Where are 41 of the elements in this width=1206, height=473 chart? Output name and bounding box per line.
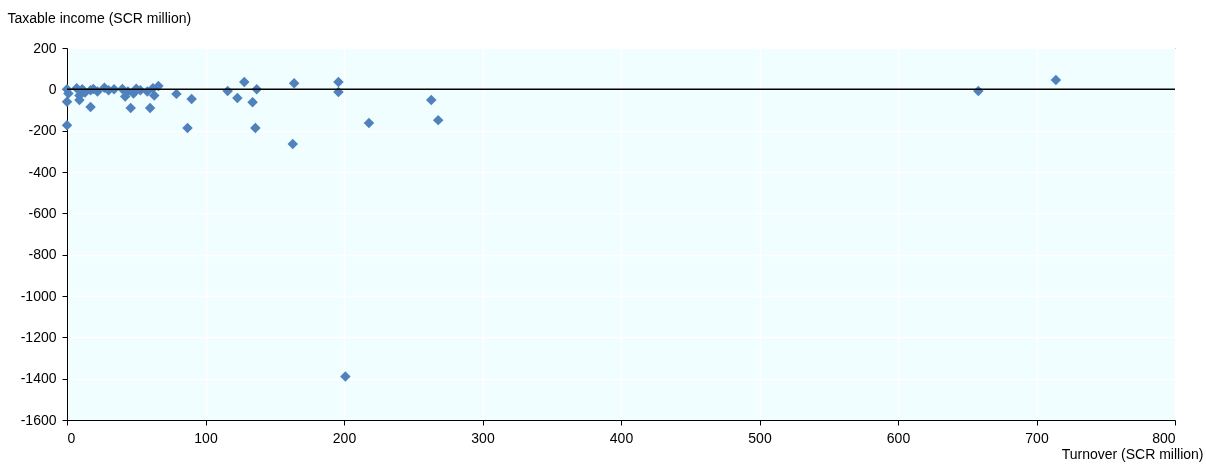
x-tick-label: 200 [332,429,357,446]
point [182,122,193,134]
point [125,102,136,114]
y-tick-label: -600 [28,204,57,221]
y-tick-label: -1400 [20,370,57,387]
y-tick-label: -200 [28,122,57,139]
y-tick-label: -400 [28,163,57,180]
x-tick-label: 300 [471,429,495,446]
y-tick-label: -1600 [20,411,57,428]
y-axis-title: Taxable income (SCR million) [7,9,192,26]
point [85,101,96,113]
y-tick-label: -800 [28,246,57,263]
x-tick-label: 500 [748,429,772,446]
point [333,76,344,88]
point [250,122,261,134]
point [340,371,351,382]
x-axis-title: Turnover (SCR million) [1061,445,1204,462]
x-tick-label: 600 [886,429,911,446]
y-tick-label: -1200 [20,328,57,345]
y-tick-label: 200 [33,39,57,56]
point [144,102,156,114]
point [149,90,160,101]
y-tick-label: 0 [48,80,57,97]
y-tick-label: -1000 [20,287,57,304]
point [61,120,73,131]
point [186,93,197,105]
x-tick-label: 700 [1025,429,1049,446]
x-tick-label: 400 [609,429,634,446]
x-tick-label: 800 [1152,429,1176,446]
point [426,94,437,106]
point [239,76,250,88]
x-tick-label: 0 [67,429,76,446]
x-tick-label: 100 [194,429,218,446]
point [232,92,243,104]
point [61,96,73,107]
point [432,114,444,126]
point [1050,74,1062,86]
point [288,77,300,89]
point [363,117,375,129]
point [247,96,258,108]
point [287,138,298,150]
